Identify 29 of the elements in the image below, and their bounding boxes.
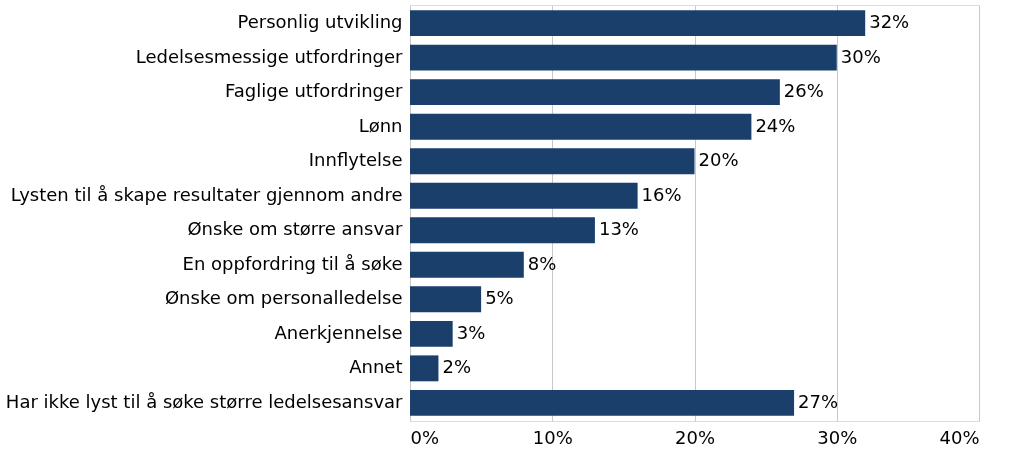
y-tick-label: Ønske om større ansvar [187,218,404,240]
y-tick-label: Faglige utfordringer [225,80,404,102]
y-tick-label: Har ikke lyst til å søke større ledelsesansvar [5,390,404,412]
y-tick-label: Ledelsesmessige utfordringer [135,45,404,67]
y-tick-label: Lysten til å skape resultater gjennom andre [10,183,403,205]
data-label: 5% [485,287,514,309]
data-label: 30% [840,45,881,67]
x-tick-label: 40% [939,426,980,448]
y-tick-label: Lønn [358,114,403,136]
data-label: 16% [641,183,682,205]
x-tick-label: 30% [817,426,858,448]
data-label: 24% [755,114,796,136]
data-label: 26% [783,80,824,102]
data-label: 8% [527,252,557,274]
x-tick-label: 0% [410,426,440,448]
y-tick-label: Annet [349,356,403,378]
data-label: 2% [442,356,472,378]
y-tick-label: En oppfordring til å søke [182,252,403,274]
data-label: 27% [798,390,839,412]
x-tick-label: 20% [674,426,716,448]
data-label: 20% [698,149,739,171]
data-label: 3% [456,321,486,343]
data-label: 13% [598,218,639,240]
y-tick-label: Ønske om personalledelse [164,287,403,309]
y-tick-label: Anerkjennelse [274,321,403,343]
x-tick-label: 10% [532,426,573,448]
y-tick-label: Personlig utvikling [237,11,403,33]
data-label: 32% [869,11,910,33]
y-tick-label: Innflytelse [308,149,403,171]
